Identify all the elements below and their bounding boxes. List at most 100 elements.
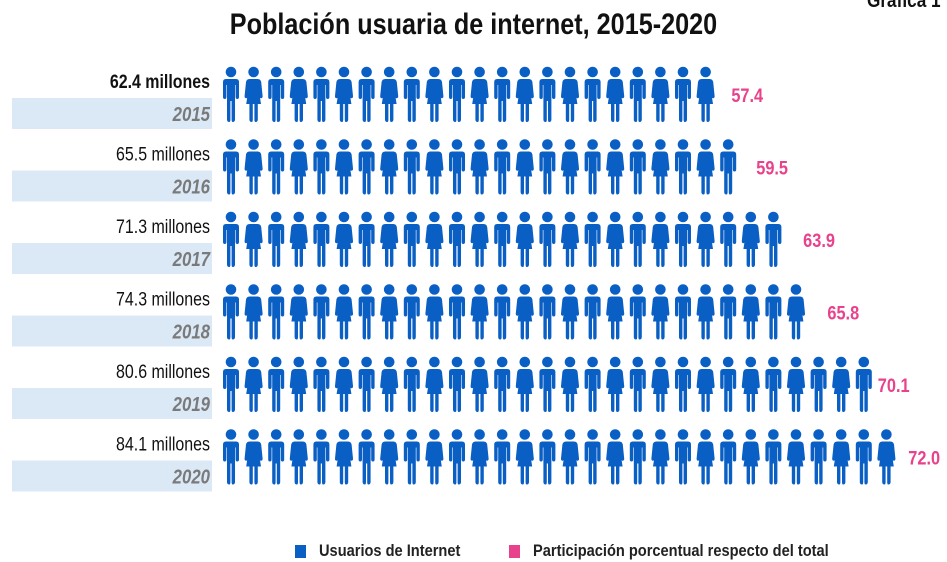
chart-title: Población usuaria de internet, 2015-2020 bbox=[229, 8, 718, 41]
person-icon bbox=[449, 429, 465, 485]
year-label: 2019 bbox=[172, 393, 211, 416]
person-icon bbox=[470, 211, 489, 267]
person-icon bbox=[539, 211, 556, 267]
person-icon bbox=[560, 211, 580, 267]
year-band bbox=[12, 98, 212, 129]
users-label: 74.3 millones bbox=[116, 288, 210, 310]
person-icon bbox=[403, 139, 420, 195]
person-icon bbox=[741, 211, 760, 267]
person-icon bbox=[494, 429, 511, 485]
person-icon bbox=[651, 211, 670, 267]
person-icon bbox=[334, 429, 354, 485]
figure-number: Gráfica 1 bbox=[867, 0, 941, 12]
person-icon bbox=[425, 211, 444, 267]
person-icon bbox=[403, 356, 420, 412]
person-icon bbox=[223, 66, 239, 122]
person-icon bbox=[313, 284, 330, 340]
person-icon bbox=[765, 211, 782, 267]
person-icon bbox=[380, 66, 399, 122]
person-icon bbox=[606, 429, 625, 485]
person-icon bbox=[449, 356, 465, 412]
year-band bbox=[12, 170, 212, 202]
partial-person-icon bbox=[786, 211, 800, 267]
person-icon bbox=[515, 139, 534, 195]
share-label: 70.1 bbox=[878, 375, 910, 396]
person-icon bbox=[334, 284, 354, 340]
person-icon bbox=[515, 211, 534, 267]
person-icon bbox=[403, 284, 420, 340]
person-icon bbox=[606, 139, 625, 195]
person-icon bbox=[584, 356, 601, 412]
year-label: 2020 bbox=[172, 465, 211, 488]
person-icon bbox=[832, 429, 851, 485]
person-icon bbox=[334, 139, 354, 195]
person-icon bbox=[651, 429, 670, 485]
person-icon bbox=[449, 139, 465, 195]
person-icon bbox=[741, 429, 760, 485]
person-icon bbox=[244, 139, 263, 195]
person-icon bbox=[268, 139, 285, 195]
person-icon bbox=[696, 284, 715, 340]
person-icon bbox=[425, 139, 444, 195]
person-icon bbox=[675, 356, 691, 412]
person-icon bbox=[741, 356, 760, 412]
person-icon bbox=[629, 66, 646, 122]
person-icon bbox=[494, 356, 511, 412]
year-label: 2016 bbox=[172, 175, 211, 198]
year-label: 2015 bbox=[172, 103, 211, 126]
person-icon bbox=[560, 429, 580, 485]
person-icon bbox=[313, 66, 330, 122]
person-icon bbox=[786, 356, 806, 412]
person-icon bbox=[720, 429, 737, 485]
person-icon bbox=[494, 211, 511, 267]
users-label: 62.4 millones bbox=[110, 71, 210, 93]
person-icon bbox=[539, 66, 556, 122]
person-icon bbox=[539, 356, 556, 412]
person-icon bbox=[651, 284, 670, 340]
person-icon bbox=[244, 211, 263, 267]
legend-item-share: Participación porcentual respecto del to… bbox=[509, 541, 877, 561]
person-icon bbox=[223, 211, 239, 267]
person-icon bbox=[675, 66, 691, 122]
pictograph-chart: 62.4 millones 2015 57.4 65.5 millones 2016 59… bbox=[12, 66, 940, 492]
person-icon bbox=[810, 429, 827, 485]
person-icon bbox=[289, 429, 308, 485]
person-icon bbox=[810, 356, 827, 412]
share-label: 63.9 bbox=[803, 230, 835, 251]
person-icon bbox=[449, 284, 465, 340]
person-icon bbox=[720, 211, 737, 267]
person-icon bbox=[786, 284, 806, 340]
person-icon bbox=[358, 211, 375, 267]
person-icon bbox=[629, 356, 646, 412]
person-icon bbox=[560, 356, 580, 412]
person-icon bbox=[515, 429, 534, 485]
person-icon bbox=[358, 139, 375, 195]
person-icon bbox=[358, 356, 375, 412]
users-label: 71.3 millones bbox=[116, 216, 210, 238]
person-icon bbox=[584, 429, 601, 485]
person-icon bbox=[244, 356, 263, 412]
person-icon bbox=[470, 139, 489, 195]
person-icon bbox=[470, 66, 489, 122]
person-icon bbox=[380, 284, 399, 340]
person-icon bbox=[741, 284, 760, 340]
person-icon bbox=[449, 66, 465, 122]
person-icon bbox=[223, 139, 239, 195]
person-icon bbox=[403, 211, 420, 267]
person-icon bbox=[313, 211, 330, 267]
person-icon bbox=[584, 139, 601, 195]
person-icon bbox=[334, 356, 354, 412]
person-icon bbox=[313, 139, 330, 195]
share-label: 57.4 bbox=[731, 85, 763, 106]
person-icon bbox=[720, 356, 737, 412]
person-icon bbox=[765, 356, 782, 412]
person-icon bbox=[765, 284, 782, 340]
person-icon bbox=[855, 429, 872, 485]
person-icon bbox=[560, 66, 580, 122]
users-label: 65.5 millones bbox=[116, 143, 210, 165]
person-icon bbox=[629, 284, 646, 340]
person-icon bbox=[380, 356, 399, 412]
person-icon bbox=[244, 66, 263, 122]
person-icon bbox=[560, 284, 580, 340]
person-icon bbox=[268, 429, 285, 485]
